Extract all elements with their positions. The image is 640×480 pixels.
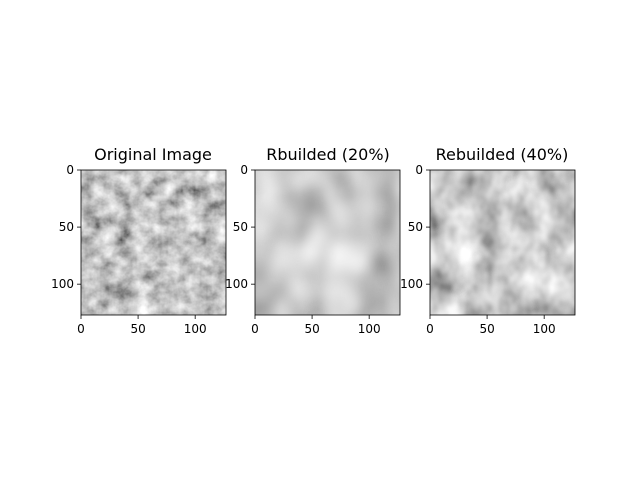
image-original [81, 170, 226, 315]
y-tick-label-rebuild-20-50: 50 [233, 220, 248, 234]
x-tick-label-rebuild-40-0: 0 [426, 322, 434, 336]
x-tick-label-rebuild-20-100: 100 [358, 322, 381, 336]
y-tick-label-original-50: 50 [59, 220, 74, 234]
image-rebuild-40 [430, 170, 575, 315]
y-tick-label-rebuild-40-100: 100 [400, 277, 423, 291]
axes-frame-original [80, 169, 227, 316]
panel-title-rebuild-20: Rbuilded (20%) [266, 145, 390, 164]
x-tick-label-rebuild-20-0: 0 [251, 322, 259, 336]
y-tick-label-rebuild-40-0: 0 [415, 163, 423, 177]
y-tick-label-rebuild-20-100: 100 [225, 277, 248, 291]
y-tick-label-rebuild-20-0: 0 [240, 163, 248, 177]
x-tick-label-rebuild-40-100: 100 [533, 322, 556, 336]
axes-frame-rebuild-20 [254, 169, 401, 316]
x-tick-label-rebuild-40-50: 50 [479, 322, 494, 336]
panel-title-original: Original Image [94, 145, 212, 164]
y-tick-label-rebuild-40-50: 50 [408, 220, 423, 234]
x-tick-label-rebuild-20-50: 50 [304, 322, 319, 336]
y-tick-label-original-0: 0 [66, 163, 74, 177]
image-rebuild-20 [255, 170, 400, 315]
panel-rebuild-40: 0 50 100 0 50 100 [400, 163, 576, 336]
panel-original: 0 50 100 0 50 100 [51, 163, 227, 336]
panel-title-rebuild-40: Rebuilded (40%) [435, 145, 569, 164]
x-tick-label-original-50: 50 [130, 322, 145, 336]
axes-frame-rebuild-40 [429, 169, 576, 316]
x-tick-label-original-0: 0 [77, 322, 85, 336]
x-tick-label-original-100: 100 [184, 322, 207, 336]
panel-rebuild-20: 0 50 100 0 50 100 [225, 163, 401, 336]
y-tick-label-original-100: 100 [51, 277, 74, 291]
